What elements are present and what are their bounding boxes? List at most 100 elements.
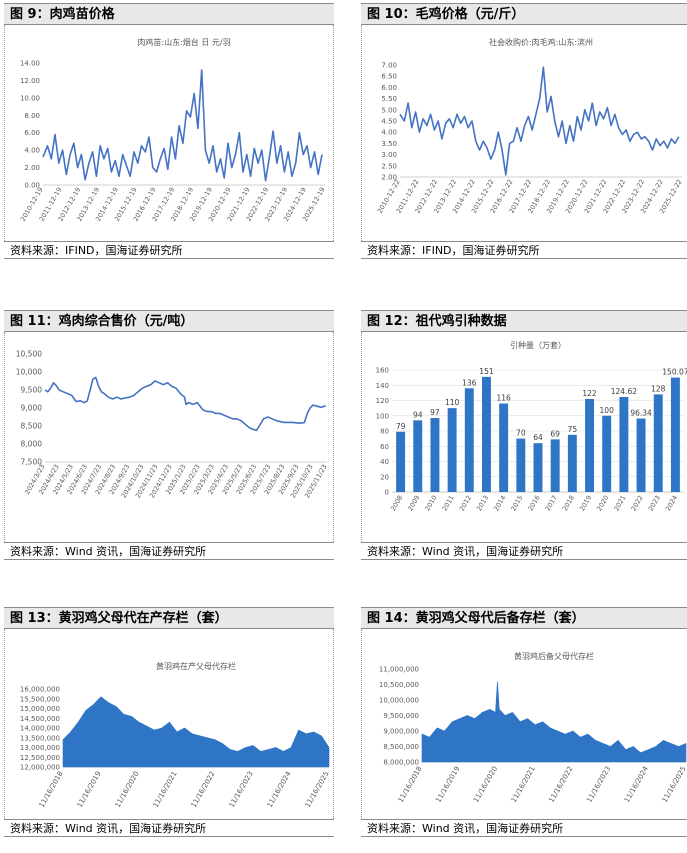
x-tick-label: 11/16/2019	[434, 765, 461, 804]
x-tick-label: 11/16/2024	[266, 770, 293, 809]
data-label: 136	[462, 378, 477, 387]
x-tick-label: 2010	[423, 494, 438, 512]
panel-grandparent-import: 图 12：祖代鸡引种数据 引种量（万套） 0 20 40 60 80 100 120 140 16…	[361, 310, 687, 560]
grandparent-import-bar-chart: 引种量（万套） 0 20 40 60 80 100 120 140 160 79 2008 94 2009…	[376, 340, 687, 512]
x-tick-label: 2015	[509, 494, 524, 512]
yellow-parent-reserve-area-chart: 黄羽鸡后备父母代存栏 8,000,000 8,500,000 9,000,000 9,5…	[379, 651, 687, 804]
x-tick-label: 11/16/2019	[76, 770, 103, 809]
x-tick-label: 11/16/2018	[397, 765, 424, 804]
y-tick-label: 6.00	[381, 84, 397, 92]
x-tick-label: 11/16/2022	[547, 765, 574, 804]
y-tick-label: 16,000,000	[20, 686, 60, 694]
y-tick-label: 3.50	[381, 140, 397, 148]
series-line	[42, 69, 323, 182]
x-tick-label: 11/16/2025	[661, 765, 687, 804]
bar	[464, 388, 474, 492]
y-tick-label: 8.00	[24, 112, 40, 120]
bar	[567, 434, 577, 492]
x-tick-label: 2023	[647, 494, 662, 512]
panel-title: 图 13：黄羽鸡父母代在产存栏（套）	[4, 607, 334, 629]
data-label: 151	[479, 367, 494, 376]
source-note: 资料来源：IFIND，国海证券研究所	[361, 241, 687, 259]
bar	[430, 418, 440, 492]
source-note: 资料来源：Wind 资讯，国海证券研究所	[361, 819, 687, 837]
y-tick-label: 10,500,000	[379, 681, 419, 689]
y-tick-label: 9,000	[21, 404, 43, 413]
panel-title: 图 12：祖代鸡引种数据	[361, 310, 687, 332]
data-label: 70	[516, 429, 526, 438]
yellow-parent-laying-area-chart: 黄羽鸡在产父母代存栏 12,000,000 12,500,000 13,000,000…	[20, 661, 331, 809]
y-tick-label: 12.00	[20, 77, 40, 85]
chart-title: 肉鸡苗:山东:烟台 日 元/羽	[137, 37, 230, 47]
bar	[499, 403, 509, 492]
y-tick-label: 0	[385, 489, 389, 497]
data-label: 69	[550, 429, 560, 438]
data-label: 79	[396, 422, 406, 431]
x-tick-label: 11/16/2022	[190, 770, 217, 809]
y-tick-label: 9,500	[21, 386, 43, 395]
y-tick-label: 14,500,000	[20, 715, 60, 723]
bar	[516, 438, 526, 492]
y-tick-label: 40	[380, 458, 389, 466]
y-tick-label: 10,500	[16, 350, 42, 359]
y-tick-label: 6.00	[24, 129, 40, 137]
x-tick-label: 2009	[406, 494, 421, 512]
panel-title: 图 10：毛鸡价格（元/斤）	[361, 3, 687, 25]
x-tick-label: 11/16/2021	[510, 765, 537, 804]
data-label: 128	[651, 384, 666, 393]
y-tick-label: 8,500,000	[383, 743, 419, 751]
y-tick-label: 4.50	[381, 118, 397, 126]
bar	[533, 443, 543, 492]
source-note: 资料来源：IFIND，国海证券研究所	[4, 241, 334, 259]
y-tick-label: 13,000,000	[20, 744, 60, 752]
y-tick-label: 8,500	[21, 422, 43, 431]
y-tick-label: 3.00	[381, 151, 397, 159]
x-tick-label: 11/16/2023	[585, 765, 612, 804]
x-tick-label: 2012	[458, 494, 473, 512]
y-tick-label: 9,500,000	[383, 712, 419, 720]
y-tick-label: 0.00	[24, 182, 40, 190]
y-tick-label: 7.00	[381, 62, 397, 70]
x-tick-label: 11/16/2020	[472, 765, 499, 804]
x-tick-label: 2021	[612, 494, 627, 512]
panel-title: 图 9：肉鸡苗价格	[4, 3, 334, 25]
bar	[653, 394, 663, 492]
y-tick-label: 2.00	[381, 174, 397, 182]
y-tick-label: 15,500,000	[20, 695, 60, 703]
y-tick-label: 8,000,000	[383, 759, 419, 767]
y-tick-label: 140	[376, 382, 389, 390]
x-tick-label: 2014	[492, 494, 507, 512]
y-tick-label: 2.50	[381, 162, 397, 170]
y-tick-label: 2.00	[24, 164, 40, 172]
y-tick-label: 8,000	[21, 440, 43, 449]
source-note: 资料来源：Wind 资讯，国海证券研究所	[361, 542, 687, 560]
data-label: 64	[533, 433, 543, 442]
source-note: 资料来源：Wind 资讯，国海证券研究所	[4, 819, 334, 837]
x-tick-label: 2013	[475, 494, 490, 512]
bar	[550, 439, 560, 492]
series-line	[399, 66, 680, 176]
series-line	[44, 376, 326, 432]
y-tick-label: 10,000	[16, 368, 42, 377]
x-tick-label: 2024	[664, 494, 679, 512]
y-tick-label: 11,000,000	[379, 666, 419, 674]
y-tick-label: 13,500,000	[20, 734, 60, 742]
chart-area: 黄羽鸡后备父母代存栏 8,000,000 8,500,000 9,000,000 9,5…	[361, 629, 687, 819]
y-tick-label: 100	[376, 412, 389, 420]
x-tick-label: 11/16/2023	[228, 770, 255, 809]
x-tick-label: 2019	[578, 494, 593, 512]
bar	[447, 408, 457, 492]
panel-yellow-parent-reserve-stock: 图 14：黄羽鸡父母代后备存栏（套） 黄羽鸡后备父母代存栏 8,000,000 8,…	[361, 607, 687, 837]
bar	[413, 420, 423, 492]
live-chicken-price-line-chart: 社会收购价:肉毛鸡:山东:滨州 2.00 2.50 3.00 3.50 4.00 4.50 5…	[376, 37, 684, 215]
panel-chick-price: 图 9：肉鸡苗价格 肉鸡苗:山东:烟台 日 元/羽 0.00 2.00 4.00 6.0…	[4, 3, 334, 259]
data-label: 110	[445, 398, 460, 407]
y-tick-label: 5.50	[381, 95, 397, 103]
y-tick-label: 10,000,000	[379, 697, 419, 705]
x-tick-label: 2016	[527, 494, 542, 512]
chick-price-line-chart: 肉鸡苗:山东:烟台 日 元/羽 0.00 2.00 4.00 6.00 8.00 10.00…	[19, 37, 327, 223]
y-tick-label: 10.00	[20, 94, 40, 102]
bar	[585, 398, 594, 492]
y-tick-label: 7,500	[21, 458, 43, 467]
x-tick-label: 11/16/2020	[114, 770, 141, 809]
